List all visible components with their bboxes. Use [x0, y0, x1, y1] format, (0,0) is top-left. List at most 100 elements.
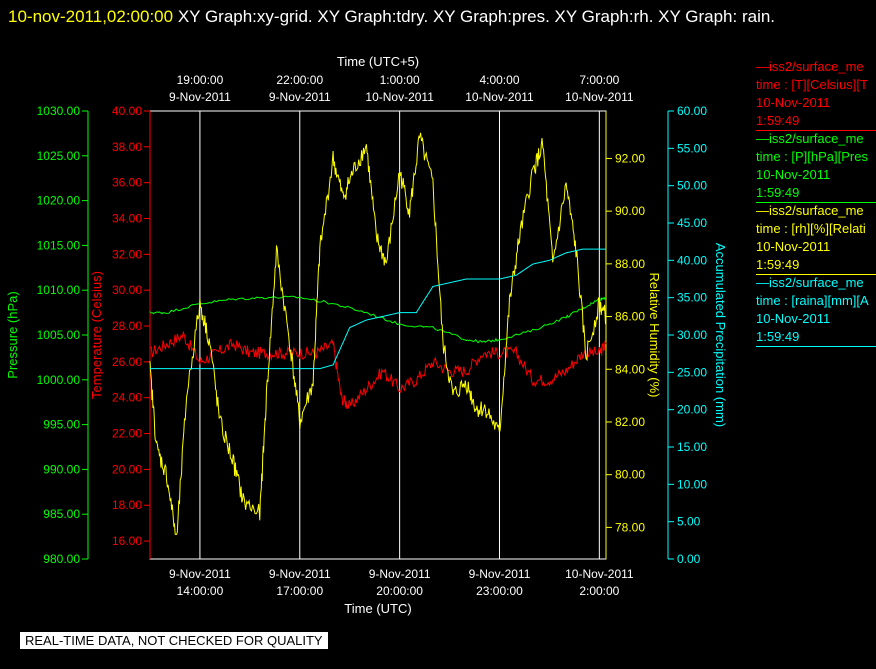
series-line-rain [150, 248, 606, 370]
x-tick-label-date: 10-Nov-2011 [565, 567, 634, 581]
y-tick-label-tdry: 18.00 [112, 498, 142, 512]
y-tick-label-rh: 80.00 [615, 468, 645, 482]
legend-pres-name: —iss2/surface_me [756, 131, 864, 146]
x-tick-label-time: 20:00:00 [376, 584, 423, 598]
legend-rain-date: 10-Nov-2011 [756, 311, 831, 326]
y-tick-label-tdry: 20.00 [112, 462, 142, 476]
legend-tdry-date: 10-Nov-2011 [756, 95, 831, 110]
series-line-tdry [149, 330, 607, 410]
y-axis-title-rain: Accumulated Precipitation (mm) [713, 243, 728, 427]
y-tick-label-tdry: 32.00 [112, 247, 142, 261]
y-tick-label-rh: 78.00 [615, 520, 645, 534]
y-axis-title-tdry: Temperature (Celsius) [89, 271, 104, 399]
y-tick-label-rain: 10.00 [677, 477, 707, 491]
legend-rh-date: 10-Nov-2011 [756, 239, 831, 254]
y-tick-label-tdry: 24.00 [112, 391, 142, 405]
x-top-tick-label-date: 10-Nov-2011 [565, 90, 634, 104]
y-tick-label-rain: 15.00 [677, 440, 707, 454]
legend-rh-time: 1:59:49 [756, 256, 876, 275]
series-line-pres [149, 295, 607, 344]
y-tick-label-pres: 980.00 [43, 552, 80, 566]
y-tick-label-pres: 1000.00 [37, 373, 81, 387]
x-tick-label-date: 9-Nov-2011 [369, 567, 431, 581]
y-tick-label-rain: 25.00 [677, 365, 707, 379]
y-tick-label-tdry: 38.00 [112, 140, 142, 154]
series-line-rh [149, 132, 607, 535]
y-axis-title-rh: Relative Humidity (%) [647, 273, 662, 398]
x-top-tick-label-date: 10-Nov-2011 [365, 90, 434, 104]
y-tick-label-pres: 1020.00 [37, 194, 81, 208]
legend-rh-name: —iss2/surface_me [756, 203, 864, 218]
legend-tdry-time: 1:59:49 [756, 112, 876, 131]
y-tick-label-rain: 50.00 [677, 179, 707, 193]
legend-rh-line2: time : [rh][%][Relati [756, 221, 866, 236]
x-top-tick-label-time: 19:00:00 [177, 73, 224, 87]
graph-title: XY Graph:xy-grid. XY Graph:tdry. XY Grap… [177, 7, 776, 26]
plot-area [149, 110, 607, 560]
window-title: 10-nov-2011,02:00:00 XY Graph:xy-grid. X… [8, 2, 868, 31]
legend-pres-time: 1:59:49 [756, 184, 876, 203]
y-axis-title-pres: Pressure (hPa) [5, 291, 20, 378]
y-tick-label-tdry: 28.00 [112, 319, 142, 333]
legend-pres-date: 10-Nov-2011 [756, 167, 831, 182]
y-tick-label-pres: 1025.00 [37, 149, 81, 163]
y-tick-label-pres: 995.00 [43, 418, 80, 432]
quality-banner: REAL-TIME DATA, NOT CHECKED FOR QUALITY [20, 632, 328, 649]
y-tick-label-tdry: 40.00 [112, 104, 142, 118]
y-tick-label-tdry: 30.00 [112, 283, 142, 297]
y-tick-label-pres: 1010.00 [37, 283, 81, 297]
y-tick-label-tdry: 26.00 [112, 355, 142, 369]
y-tick-label-rain: 60.00 [677, 104, 707, 118]
y-tick-label-rain: 55.00 [677, 141, 707, 155]
x-tick-label-time: 17:00:00 [276, 584, 323, 598]
y-tick-label-rh: 86.00 [615, 310, 645, 324]
y-tick-label-rh: 82.00 [615, 415, 645, 429]
x-top-tick-label-date: 9-Nov-2011 [269, 90, 331, 104]
x-axis-title: Time (UTC) [344, 601, 411, 616]
x-top-axis-title: Time (UTC+5) [337, 54, 419, 69]
y-tick-label-tdry: 34.00 [112, 212, 142, 226]
y-tick-label-rh: 90.00 [615, 204, 645, 218]
y-tick-label-pres: 990.00 [43, 462, 80, 476]
x-top-tick-label-time: 4:00:00 [479, 73, 519, 87]
legend-tdry-name: —iss2/surface_me [756, 59, 864, 74]
x-top-tick-label-date: 9-Nov-2011 [169, 90, 231, 104]
x-tick-label-date: 9-Nov-2011 [269, 567, 331, 581]
x-tick-label-time: 2:00:00 [579, 584, 619, 598]
y-tick-label-pres: 1030.00 [37, 104, 81, 118]
x-top-tick-label-time: 7:00:00 [579, 73, 619, 87]
y-tick-label-rh: 84.00 [615, 362, 645, 376]
x-tick-label-time: 23:00:00 [476, 584, 523, 598]
x-top-tick-label-time: 1:00:00 [380, 73, 420, 87]
y-tick-label-rain: 35.00 [677, 291, 707, 305]
legend-tdry-line2: time : [T][Celsius][T [756, 77, 868, 92]
y-tick-label-rh: 92.00 [615, 151, 645, 165]
x-top-tick-label-date: 10-Nov-2011 [465, 90, 534, 104]
legend-rain-name: —iss2/surface_me [756, 275, 864, 290]
y-tick-label-pres: 1015.00 [37, 238, 81, 252]
y-tick-label-tdry: 22.00 [112, 427, 142, 441]
y-tick-label-rain: 20.00 [677, 403, 707, 417]
legend-rain-line2: time : [raina][mm][A [756, 293, 869, 308]
x-top-tick-label-time: 22:00:00 [276, 73, 323, 87]
timestamp: 10-nov-2011,02:00:00 [8, 7, 174, 26]
y-tick-label-rain: 30.00 [677, 328, 707, 342]
y-tick-label-tdry: 36.00 [112, 176, 142, 190]
y-tick-label-rain: 0.00 [677, 552, 701, 566]
x-tick-label-time: 14:00:00 [177, 584, 224, 598]
y-tick-label-rh: 88.00 [615, 257, 645, 271]
legend-pres-line2: time : [P][hPa][Pres [756, 149, 868, 164]
legend-rain-time: 1:59:49 [756, 328, 876, 347]
y-tick-label-pres: 1005.00 [37, 328, 81, 342]
y-tick-label-rain: 40.00 [677, 253, 707, 267]
x-tick-label-date: 9-Nov-2011 [469, 567, 531, 581]
y-tick-label-pres: 985.00 [43, 507, 80, 521]
y-tick-label-tdry: 16.00 [112, 534, 142, 548]
y-tick-label-rain: 45.00 [677, 216, 707, 230]
y-tick-label-rain: 5.00 [677, 515, 701, 529]
x-tick-label-date: 9-Nov-2011 [169, 567, 231, 581]
